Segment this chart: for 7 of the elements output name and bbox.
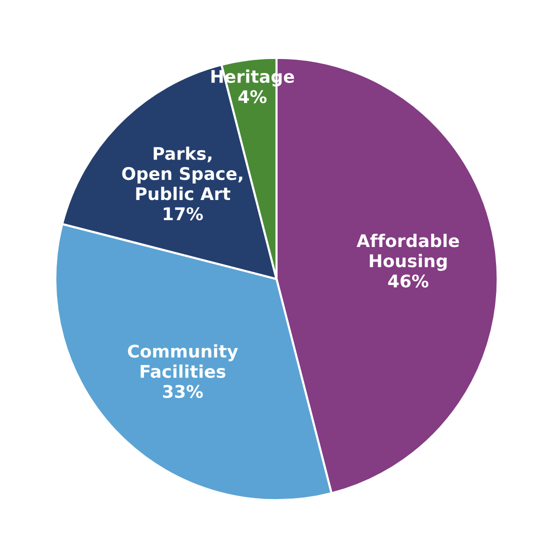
data-label: 33% bbox=[163, 384, 203, 398]
slice-label: Parks, Open Space, Public Art bbox=[122, 146, 242, 200]
slice-label: Affordable Housing bbox=[356, 234, 459, 271]
data-label: 17% bbox=[164, 207, 203, 220]
data-label: 4% bbox=[238, 90, 267, 104]
slice-label: Community Facilities bbox=[128, 344, 238, 378]
data-label: 46% bbox=[388, 274, 428, 288]
